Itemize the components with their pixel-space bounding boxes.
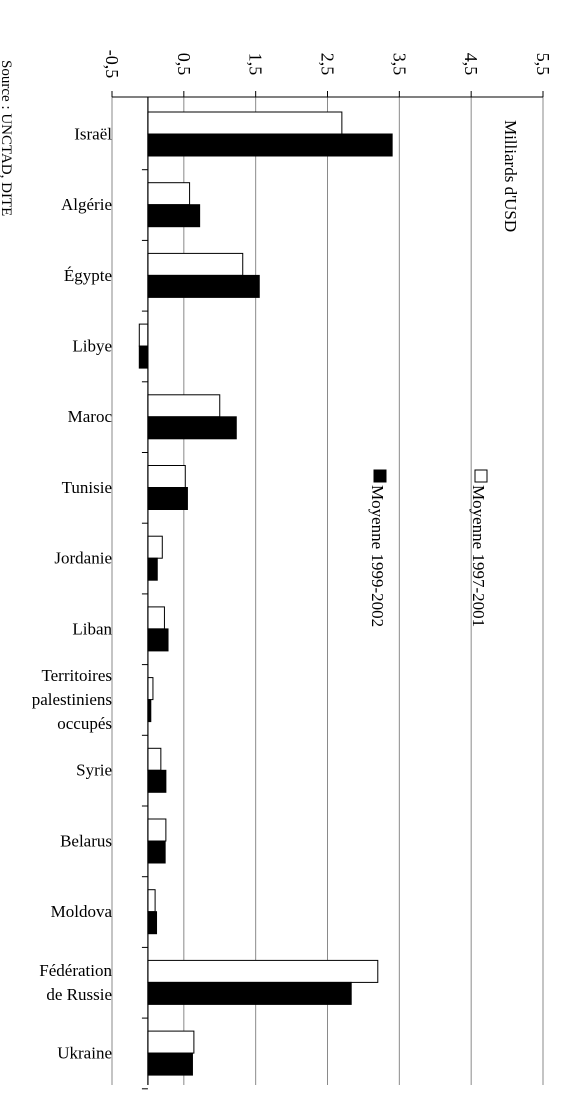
- bar-1999-2002: [147, 981, 352, 1005]
- bar-1997-2001: [147, 182, 191, 206]
- bar-1997-2001: [147, 959, 379, 983]
- bar-1999-2002: [147, 911, 158, 935]
- legend-swatch: [474, 469, 488, 483]
- bar-1999-2002: [147, 628, 169, 652]
- bar-1997-2001: [147, 747, 162, 771]
- bar-1997-2001: [147, 677, 154, 701]
- category-label: Belarus: [60, 831, 112, 850]
- category-label: Jordanie: [54, 549, 112, 568]
- bar-1997-2001: [147, 465, 186, 488]
- bar-1999-2002: [147, 557, 158, 581]
- value-tick-label: 2,5: [318, 53, 338, 76]
- axis-layer: [111, 91, 544, 1090]
- value-tick-label: 5,5: [533, 53, 553, 76]
- value-tick-label: 4,5: [461, 53, 481, 76]
- category-label: Tunisie: [62, 478, 112, 497]
- bar-1999-2002: [147, 840, 166, 864]
- category-label: Fédération de Russie: [39, 961, 112, 1004]
- bar-1997-2001: [147, 394, 221, 418]
- category-label: Ukraine: [57, 1043, 112, 1062]
- legend-swatch: [373, 469, 387, 483]
- value-tick-label: 0,5: [174, 53, 194, 76]
- bar-1999-2002: [147, 133, 393, 157]
- bar-1997-2001: [147, 252, 244, 276]
- bar-1997-2001: [147, 111, 343, 135]
- source-note: Source : UNCTAD, DITE: [0, 60, 14, 216]
- value-tick-label: 3,5: [389, 53, 409, 76]
- category-label: Moldova: [51, 902, 113, 921]
- bar-1997-2001: [138, 323, 149, 347]
- bar-1997-2001: [147, 1030, 195, 1054]
- legend-label: Moyenne 1997-2001: [469, 485, 488, 627]
- legend: Moyenne 1997-2001 Moyenne 1999-2002: [368, 469, 488, 627]
- bar-1999-2002: [147, 274, 260, 298]
- category-label: Territoires palestiniens occupés: [32, 666, 112, 733]
- bar-1999-2002: [147, 487, 188, 510]
- category-label: Libye: [72, 336, 112, 355]
- bar-1997-2001: [147, 818, 167, 842]
- category-label: Syrie: [76, 761, 112, 780]
- bar-1999-2002: [147, 769, 167, 793]
- bar-1997-2001: [147, 535, 163, 559]
- bar-1999-2002: [147, 416, 237, 440]
- legend-label: Moyenne 1999-2002: [368, 485, 387, 627]
- bar-1997-2001: [147, 606, 165, 630]
- bar-1999-2002: [138, 345, 149, 369]
- bar-1997-2001: [147, 889, 156, 913]
- unit-label: Milliards d'USD: [501, 120, 520, 232]
- category-label: Égypte: [64, 266, 112, 285]
- label-layer: -0,5 0,5 1,5 2,5 3,5 4,5 5,5 Israël Algérie Égypt…: [0, 50, 553, 1063]
- category-label: Israël: [74, 124, 112, 143]
- bar-1999-2002: [147, 1052, 193, 1076]
- category-label: Maroc: [68, 407, 113, 426]
- value-tick-label: 1,5: [246, 53, 266, 76]
- category-label: Algérie: [61, 195, 112, 214]
- bar-layer: [138, 111, 393, 1076]
- value-tick-label: -0,5: [102, 50, 122, 79]
- category-label: Liban: [72, 619, 112, 638]
- bar-1999-2002: [147, 204, 201, 228]
